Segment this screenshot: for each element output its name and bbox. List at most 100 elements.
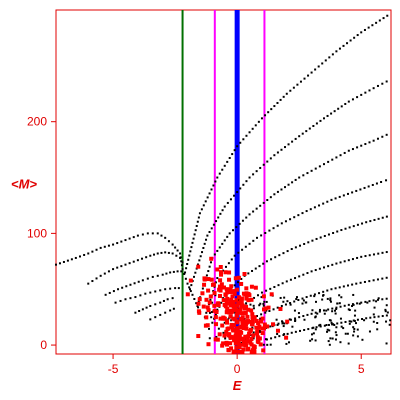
data-point <box>255 207 258 210</box>
data-point <box>190 284 193 287</box>
data-point <box>269 157 272 160</box>
data-point <box>306 272 309 275</box>
data-point <box>295 298 298 301</box>
data-point <box>218 288 223 293</box>
data-point <box>169 287 172 290</box>
data-point <box>356 302 359 305</box>
data-point <box>189 290 192 293</box>
data-point <box>321 298 324 301</box>
data-point <box>238 222 241 225</box>
data-point <box>224 287 229 292</box>
data-point <box>360 31 363 34</box>
data-point <box>241 336 246 341</box>
data-point <box>257 120 260 123</box>
data-point <box>202 282 207 287</box>
data-point <box>208 192 211 195</box>
data-point <box>240 303 245 308</box>
data-point <box>250 348 255 353</box>
data-point <box>284 303 287 306</box>
data-point <box>340 105 343 108</box>
data-point <box>280 222 283 225</box>
data-point <box>95 277 98 280</box>
data-point <box>209 277 214 282</box>
data-point <box>242 183 245 186</box>
data-point <box>181 261 184 264</box>
data-point <box>202 204 205 207</box>
data-point <box>326 289 329 292</box>
data-point <box>222 333 227 338</box>
data-point <box>256 294 259 297</box>
data-point <box>120 240 123 243</box>
data-point <box>286 250 289 253</box>
data-point <box>354 309 357 312</box>
data-point <box>112 268 115 271</box>
data-point <box>376 298 379 301</box>
data-point <box>318 308 321 311</box>
data-point <box>196 220 199 223</box>
data-point <box>373 218 376 221</box>
data-point <box>262 163 265 166</box>
data-point <box>350 320 353 323</box>
data-point <box>215 302 220 307</box>
data-point <box>233 194 236 197</box>
data-point <box>323 117 325 120</box>
data-point <box>290 248 293 251</box>
data-point <box>277 284 280 287</box>
data-point <box>385 320 388 323</box>
data-point <box>210 316 213 319</box>
data-point <box>353 314 356 317</box>
data-point <box>144 292 147 295</box>
data-point <box>275 328 280 333</box>
data-point <box>212 223 215 226</box>
data-point <box>330 112 333 115</box>
data-point <box>375 21 378 24</box>
data-point <box>298 176 301 179</box>
data-point <box>247 293 252 298</box>
data-point <box>329 337 332 340</box>
data-point <box>289 303 292 306</box>
data-point <box>274 336 277 339</box>
data-point <box>211 301 214 304</box>
data-point <box>292 86 295 89</box>
data-point <box>377 252 380 255</box>
data-point <box>385 276 388 279</box>
data-point <box>310 71 313 74</box>
data-point <box>197 300 200 303</box>
data-point <box>211 282 216 287</box>
data-point <box>233 284 236 287</box>
data-point <box>184 271 187 274</box>
data-point <box>323 309 325 312</box>
data-point <box>205 305 210 310</box>
data-point <box>206 308 211 313</box>
data-point <box>262 322 267 327</box>
data-point <box>294 277 297 280</box>
data-point <box>91 280 94 283</box>
data-point <box>329 297 332 300</box>
data-point <box>340 325 343 328</box>
data-point <box>376 84 379 87</box>
data-point <box>314 167 317 170</box>
data-point <box>228 341 233 346</box>
data-point <box>201 304 206 309</box>
data-point <box>222 269 225 272</box>
data-point <box>227 262 230 265</box>
data-point <box>218 316 223 321</box>
data-point <box>213 253 216 256</box>
data-point <box>129 297 132 300</box>
data-point <box>373 316 376 319</box>
data-point <box>327 160 330 163</box>
data-point <box>310 169 313 172</box>
data-point <box>363 186 366 189</box>
data-point <box>259 330 262 333</box>
data-point <box>134 311 137 314</box>
data-point <box>112 290 115 293</box>
data-point <box>208 265 211 268</box>
data-point <box>294 246 297 249</box>
data-point <box>212 303 217 308</box>
data-point <box>326 330 329 333</box>
data-point <box>275 318 278 321</box>
data-point <box>353 330 356 333</box>
data-point <box>377 297 380 300</box>
data-point <box>216 249 219 252</box>
data-point <box>164 251 167 254</box>
